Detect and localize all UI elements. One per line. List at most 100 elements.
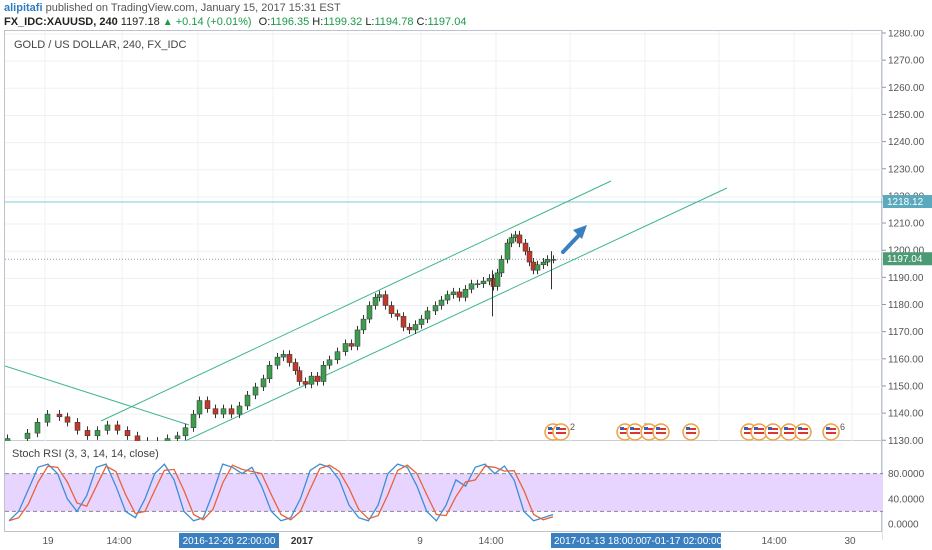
candle-body [372,297,379,306]
publish-info: alipitafi published on TradingView.com, … [4,2,341,14]
candle-body [196,400,203,415]
candle-body [236,405,243,415]
candle-body [104,424,111,431]
candle-body [24,432,31,439]
flag-stripe [744,428,754,430]
time-tick-label: 30 [844,536,856,547]
candle-body [394,313,401,317]
price-tick-label: 1160.00 [888,354,924,365]
time-highlight-right-end: 7-01-17 02:00:00 [646,536,723,547]
event-flag-icon[interactable] [764,423,782,441]
flag-canton [656,427,660,430]
event-flag-icon[interactable]: 2 [552,422,575,441]
candle-body [456,291,463,298]
event-flag-icon[interactable] [652,423,670,441]
flag-stripe [784,432,794,434]
time-axis[interactable]: 19 14:00 2017 9 14:00 14:00 30 2016-12-26 22:00… [4,532,932,550]
time-tick-label: 2017 [291,536,314,547]
candle-body [526,250,533,263]
symbol-name[interactable]: FX_IDC:XAUUSD, 240 [4,16,118,28]
candle-body [516,234,523,244]
candle-body [348,343,355,347]
flag-stripe [656,428,666,430]
price-tick-label: 1250.00 [888,110,925,121]
flag-stripe [744,432,754,434]
author-link[interactable]: alipitafi [4,2,43,14]
candle-body [462,288,469,298]
candle-body [74,421,81,431]
price-tick-label: 1200.00 [888,246,925,257]
flag-canton [556,427,560,430]
candle-body [342,343,349,352]
stoch-tick-label: 80.0000 [888,469,925,480]
open-label: O: [258,16,271,28]
chart-title: GOLD / US DOLLAR, 240, FX_IDC [14,39,187,51]
candlestick-chart[interactable]: 274246 [4,31,883,451]
candle-body [228,408,235,415]
flag-stripe [826,432,836,434]
event-flag-icon[interactable] [794,423,812,441]
current-price-tag-text: 1197.04 [887,254,923,265]
candle-body [366,305,373,320]
candle-body [412,324,419,331]
stoch-rsi-chart[interactable] [5,441,883,532]
candle-body [274,356,281,366]
candle-body [84,430,91,437]
event-flag-icon[interactable] [682,423,700,441]
candle-body [190,413,197,428]
flag-stripe [644,428,654,430]
candle-body [534,264,541,271]
flag-stripe [556,432,566,434]
candle-body [494,272,501,287]
symbol-info: FX_IDC:XAUUSD, 240 1197.18 ▲ +0.14 (+0.0… [4,16,466,28]
event-flag-icon[interactable] [750,423,768,441]
price-tick-label: 1130.00 [888,436,924,447]
candle-body [252,386,259,396]
time-tick-label: 9 [417,536,423,547]
horizontal-level-tag-text: 1218.12 [887,197,924,208]
overbought-oversold-band [5,473,883,512]
candle-body [286,354,293,363]
close-label: C: [416,16,428,28]
candle-body [382,294,389,306]
open-value: 1196.35 [270,16,310,28]
price-tick-label: 1140.00 [888,409,924,420]
price-tick-label: 1260.00 [888,83,925,94]
flag-canton [630,427,634,430]
chart-header: alipitafi published on TradingView.com, … [0,0,932,30]
time-tick-label: 14:00 [761,536,786,547]
price-tick-label: 1280.00 [888,30,925,40]
flag-stripe [686,428,696,430]
last-price: 1197.18 [120,16,160,28]
candle-body [544,259,551,263]
time-tick-label: 14:00 [106,536,131,547]
candle-body [56,413,63,418]
price-tick-label: 1270.00 [888,56,925,67]
candle-body [376,294,383,298]
candle-body [522,242,529,252]
candle-body [474,283,481,286]
candle-body [94,430,101,437]
event-count: 6 [840,422,845,432]
price-axis[interactable]: 1280.00 1270.00 1260.00 1250.00 1240.00 1230.… [882,30,932,540]
flag-stripe [798,428,808,430]
candle-body [388,305,395,314]
flag-canton [620,427,624,430]
flag-stripe [644,432,654,434]
flag-stripe [556,428,566,430]
time-tick-label: 19 [42,536,54,547]
event-count: 2 [570,422,575,432]
candle-body [34,421,41,434]
candle-body [438,299,445,306]
candle-body [124,430,131,437]
candle-body [360,318,367,331]
stoch-rsi-pane[interactable] [4,441,883,532]
event-flag-icon[interactable]: 6 [822,422,845,441]
flag-stripe [798,432,808,434]
stoch-tick-label: 40.0000 [888,494,925,505]
price-tick-label: 1210.00 [888,219,925,230]
price-chart-pane[interactable]: 274246 [4,30,883,451]
flag-stripe [620,428,630,430]
stoch-k-line [8,463,554,522]
flag-stripe [630,432,640,434]
